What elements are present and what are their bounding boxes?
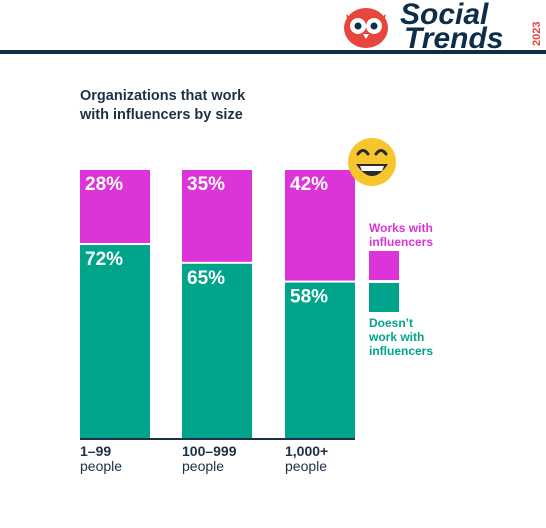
- legend-doesnt-text-3: influencers: [369, 344, 433, 358]
- grinning-face-emoji-icon: [348, 138, 396, 186]
- x-tick-1-line1: 1–99: [80, 443, 111, 459]
- label-works-1: 28%: [85, 174, 123, 195]
- legend-swatch-works: [369, 251, 399, 280]
- label-doesnt-1: 72%: [85, 249, 123, 270]
- emoji-left-eye: [356, 149, 370, 156]
- label-doesnt-3: 58%: [290, 287, 328, 308]
- header-rule: [0, 50, 546, 54]
- x-tick-3-line1: 1,000+: [285, 443, 328, 459]
- chart-title: Organizations that work with influencers…: [80, 87, 340, 125]
- bar-doesnt-3: [285, 282, 355, 438]
- legend-works-text-2: influencers: [369, 235, 433, 249]
- bar-doesnt-2: [182, 263, 252, 438]
- legend-doesnt-text-1: Doesn’t: [369, 316, 413, 330]
- x-tick-2-line1: 100–999: [182, 443, 237, 459]
- brand-line1: Social: [400, 0, 489, 31]
- bar-works-1: [80, 170, 150, 244]
- legend-doesnt-text-2: work with: [368, 330, 424, 344]
- brand-year: 2023: [531, 22, 543, 46]
- chart-title-line2: with influencers by size: [80, 107, 243, 123]
- x-axis-line: [80, 438, 355, 440]
- emoji-right-eye: [374, 149, 388, 156]
- legend-swatch-doesnt: [369, 283, 399, 312]
- x-tick-2-line2: people: [182, 458, 224, 474]
- label-works-3: 42%: [290, 174, 328, 195]
- label-works-2: 35%: [187, 174, 225, 195]
- legend-works-text-1: Works with: [369, 221, 433, 235]
- x-tick-3-line2: people: [285, 458, 327, 474]
- brand-line2: Trends: [404, 22, 503, 50]
- social-trends-logo: Social Trends 2023: [344, 0, 543, 50]
- bar-doesnt-1: [80, 245, 150, 438]
- chart-title-line1: Organizations that work: [80, 88, 246, 104]
- owl-logo-icon: [344, 8, 388, 48]
- bar-works-2: [182, 170, 252, 262]
- bar-works-3: [285, 170, 355, 281]
- label-doesnt-2: 65%: [187, 268, 225, 289]
- emoji-teeth: [360, 166, 384, 171]
- x-tick-1-line2: people: [80, 458, 122, 474]
